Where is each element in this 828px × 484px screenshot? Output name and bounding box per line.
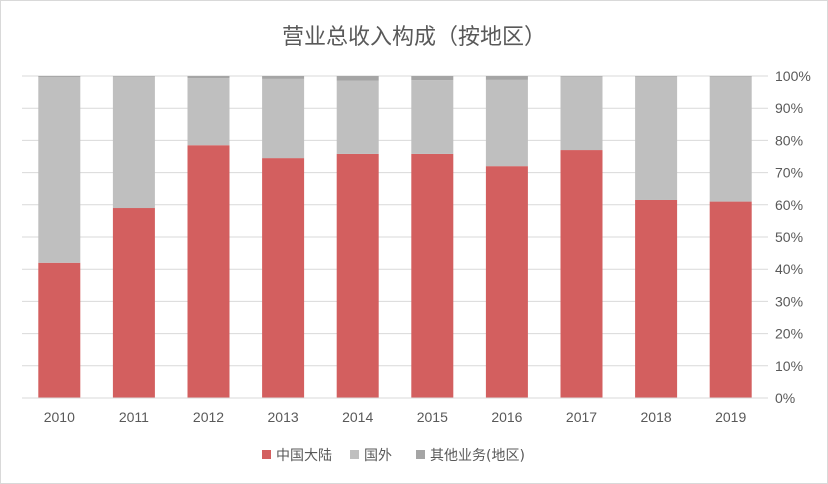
bar-segment bbox=[560, 150, 603, 398]
bar-segment bbox=[336, 80, 379, 154]
bar-segment bbox=[635, 76, 678, 200]
bar-segment bbox=[112, 76, 155, 77]
bar-segment bbox=[709, 201, 752, 398]
y-tick-label: 20% bbox=[775, 326, 803, 342]
bar-segment bbox=[38, 262, 81, 398]
legend-label: 其他业务(地区) bbox=[430, 448, 525, 464]
bar-segment bbox=[38, 76, 81, 77]
bar-segment bbox=[38, 76, 81, 263]
bar-segment bbox=[411, 80, 454, 154]
y-tick-label: 60% bbox=[775, 197, 803, 213]
bar-segment bbox=[635, 199, 678, 398]
bar-segment bbox=[187, 145, 230, 398]
bar-segment bbox=[485, 79, 528, 167]
bar-segment bbox=[709, 76, 752, 77]
legend-swatch bbox=[350, 450, 359, 459]
y-tick-label: 100% bbox=[775, 68, 811, 84]
x-tick-label: 2012 bbox=[193, 409, 224, 425]
x-tick-label: 2014 bbox=[342, 409, 373, 425]
legend-swatch bbox=[262, 450, 271, 459]
bar-segment bbox=[262, 158, 305, 398]
y-tick-label: 90% bbox=[775, 100, 803, 116]
legend: 中国大陆 国外 其他业务(地区) bbox=[262, 448, 525, 464]
chart-title: 营业总收入构成（按地区） bbox=[282, 25, 546, 50]
bar-segment bbox=[336, 76, 379, 81]
x-axis-ticks: 2010 2011 2012 2013 2014 2015 2016 2017 2018 2019 bbox=[44, 409, 747, 425]
bar-segment bbox=[411, 76, 454, 81]
bar-segment bbox=[336, 153, 379, 398]
legend-label: 中国大陆 bbox=[276, 448, 332, 464]
y-tick-label: 30% bbox=[775, 293, 803, 309]
y-tick-label: 40% bbox=[775, 261, 803, 277]
bar-segment bbox=[635, 76, 678, 77]
legend-swatch bbox=[416, 450, 425, 459]
bar-segment bbox=[187, 76, 230, 79]
bar-segment bbox=[112, 76, 155, 209]
x-tick-label: 2011 bbox=[119, 409, 149, 425]
x-tick-label: 2010 bbox=[44, 409, 75, 425]
x-tick-label: 2017 bbox=[566, 409, 597, 425]
bar-segment bbox=[560, 76, 603, 151]
y-tick-label: 70% bbox=[775, 165, 803, 181]
bars bbox=[38, 76, 752, 398]
y-tick-label: 50% bbox=[775, 229, 803, 245]
x-tick-label: 2018 bbox=[641, 409, 672, 425]
legend-label: 国外 bbox=[364, 448, 392, 464]
bar-segment bbox=[560, 76, 603, 77]
bar-segment bbox=[485, 166, 528, 398]
bar-segment bbox=[485, 76, 528, 80]
x-tick-label: 2013 bbox=[268, 409, 299, 425]
y-tick-label: 0% bbox=[775, 390, 795, 406]
x-tick-label: 2019 bbox=[715, 409, 746, 425]
y-tick-label: 80% bbox=[775, 132, 803, 148]
bar-segment bbox=[187, 78, 230, 146]
bar-segment bbox=[262, 76, 305, 79]
bar-segment bbox=[411, 153, 454, 398]
y-tick-label: 10% bbox=[775, 358, 803, 374]
bar-segment bbox=[262, 78, 305, 159]
x-tick-label: 2015 bbox=[417, 409, 448, 425]
y-axis-ticks: 0% 10% 20% 30% 40% 50% 60% 70% 80% 90% 100% bbox=[775, 68, 811, 406]
bar-segment bbox=[709, 76, 752, 202]
bar-segment bbox=[112, 208, 155, 398]
x-tick-label: 2016 bbox=[491, 409, 522, 425]
